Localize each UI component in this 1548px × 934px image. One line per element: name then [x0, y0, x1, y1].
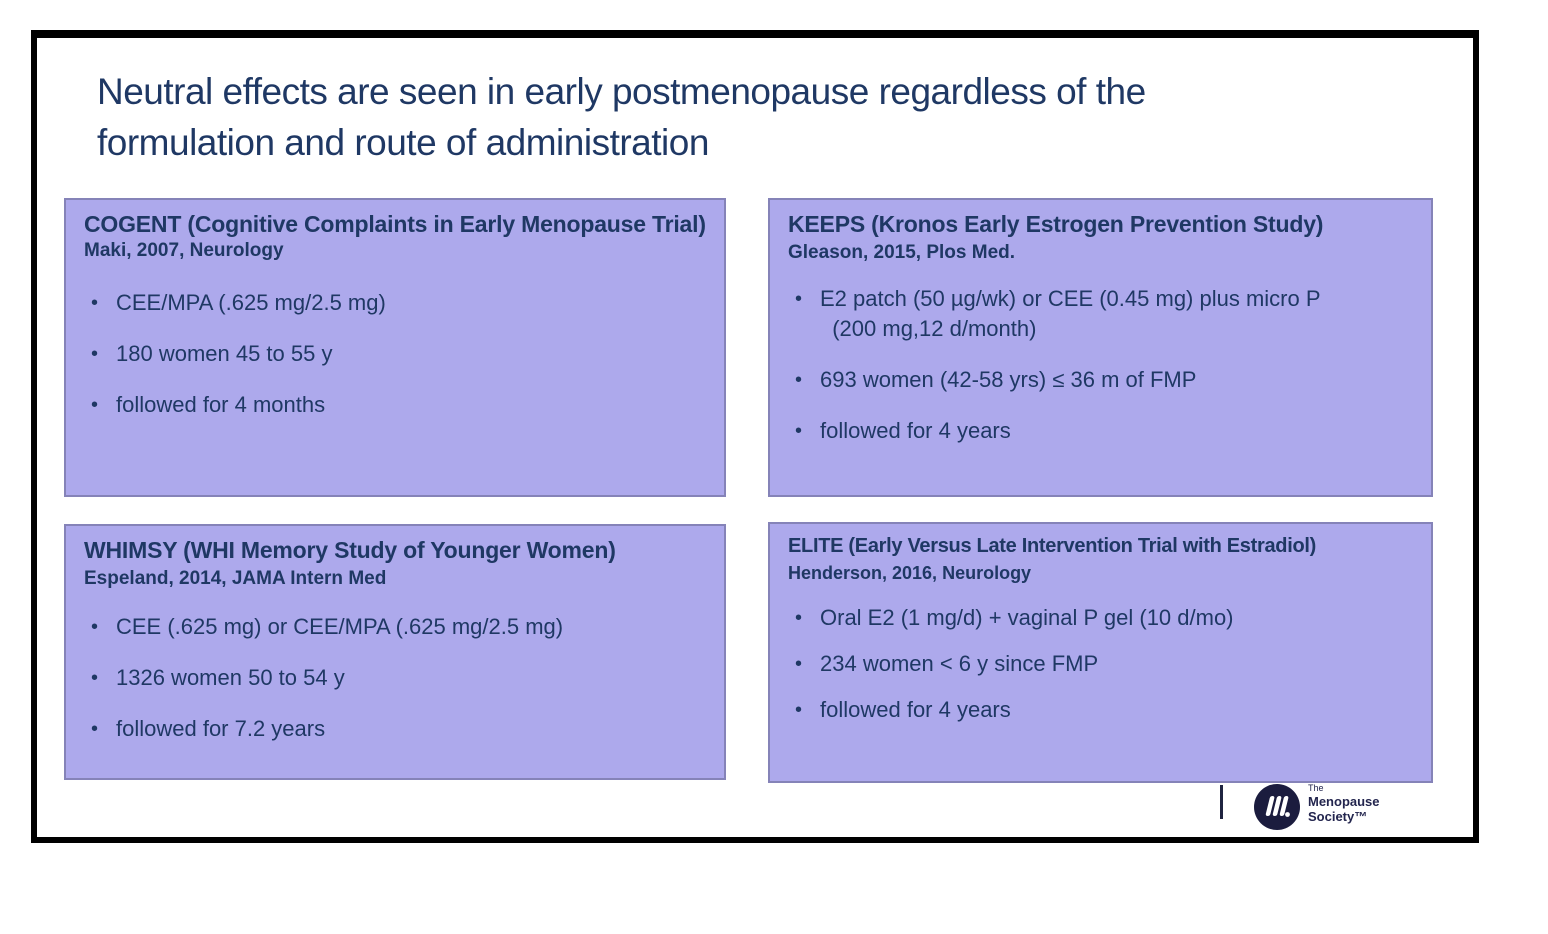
- bullet-item: 1326 women 50 to 54 y: [84, 663, 706, 693]
- bullet-item: Oral E2 (1 mg/d) + vaginal P gel (10 d/m…: [788, 603, 1413, 633]
- study-heading: KEEPS (Kronos Early Estrogen Prevention …: [788, 210, 1413, 266]
- study-box-elite: ELITE (Early Versus Late Intervention Tr…: [768, 522, 1433, 783]
- study-heading: WHIMSY (WHI Memory Study of Younger Wome…: [84, 536, 706, 592]
- bullet-item: followed for 4 years: [788, 416, 1413, 446]
- bullet-item: CEE/MPA (.625 mg/2.5 mg): [84, 288, 706, 318]
- bullet-item: 234 women < 6 y since FMP: [788, 649, 1413, 679]
- study-box-keeps: KEEPS (Kronos Early Estrogen Prevention …: [768, 198, 1433, 497]
- bullet-item: followed for 4 years: [788, 695, 1413, 725]
- study-box-whimsy: WHIMSY (WHI Memory Study of Younger Wome…: [64, 524, 726, 780]
- study-bullet-list: E2 patch (50 µg/wk) or CEE (0.45 mg) plu…: [788, 284, 1413, 446]
- study-citation: Espeland, 2014, JAMA Intern Med: [84, 568, 387, 590]
- bullet-item: CEE (.625 mg) or CEE/MPA (.625 mg/2.5 mg…: [84, 612, 706, 642]
- study-title: COGENT (Cognitive Complaints in Early Me…: [84, 211, 706, 237]
- study-citation: Gleason, 2015, Plos Med.: [788, 242, 1016, 264]
- study-citation: Henderson, 2016, Neurology: [788, 562, 1032, 583]
- bullet-item: E2 patch (50 µg/wk) or CEE (0.45 mg) plu…: [788, 284, 1413, 344]
- study-title: KEEPS (Kronos Early Estrogen Prevention …: [788, 211, 1324, 237]
- menopause-society-icon: [1254, 784, 1300, 830]
- study-citation: Maki, 2007, Neurology: [84, 240, 284, 262]
- study-title: ELITE (Early Versus Late Intervention Tr…: [788, 535, 1316, 557]
- bullet-item: 693 women (42-58 yrs) ≤ 36 m of FMP: [788, 365, 1413, 395]
- logo-line-menopause: Menopause: [1308, 794, 1380, 809]
- study-heading: ELITE (Early Versus Late Intervention Tr…: [788, 534, 1413, 585]
- study-heading: COGENT (Cognitive Complaints in Early Me…: [84, 210, 706, 264]
- logo-line-society: Society™: [1308, 809, 1368, 824]
- bullet-item: followed for 7.2 years: [84, 714, 706, 744]
- logo-divider: [1220, 785, 1223, 819]
- bullet-item: followed for 4 months: [84, 390, 706, 420]
- study-bullet-list: CEE (.625 mg) or CEE/MPA (.625 mg/2.5 mg…: [84, 612, 706, 744]
- study-bullet-list: Oral E2 (1 mg/d) + vaginal P gel (10 d/m…: [788, 603, 1413, 725]
- study-title: WHIMSY (WHI Memory Study of Younger Wome…: [84, 537, 616, 563]
- study-box-cogent: COGENT (Cognitive Complaints in Early Me…: [64, 198, 726, 497]
- bullet-item: 180 women 45 to 55 y: [84, 339, 706, 369]
- slide-title: Neutral effects are seen in early postme…: [97, 71, 1146, 163]
- logo-text: The Menopause Society™: [1308, 783, 1380, 824]
- study-bullet-list: CEE/MPA (.625 mg/2.5 mg) 180 women 45 to…: [84, 288, 706, 420]
- logo-line-the: The: [1308, 783, 1324, 793]
- menopause-society-logo: The Menopause Society™: [1220, 783, 1380, 835]
